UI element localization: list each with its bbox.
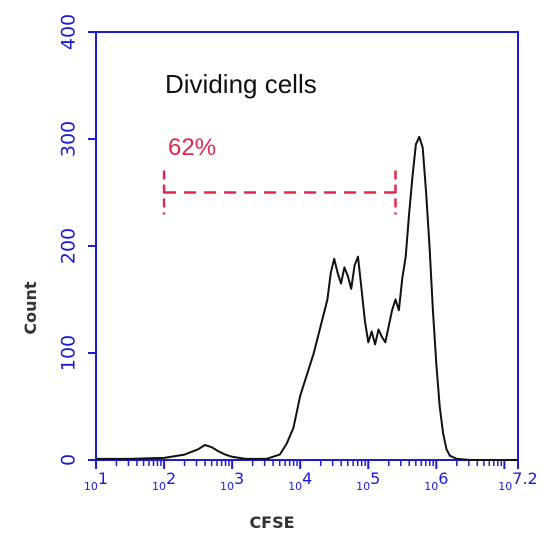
x-tick-label: 106 [424, 469, 448, 493]
y-tick-label: 200 [58, 228, 80, 264]
x-tick-label: 105 [356, 469, 380, 493]
y-tick-label: 300 [58, 121, 80, 157]
x-axis-label: CFSE [249, 513, 294, 532]
gate-percentage-label: 62% [168, 134, 216, 161]
y-tick-label: 100 [58, 335, 80, 371]
gate-marker [162, 170, 397, 215]
x-tick-label: 102 [152, 469, 176, 493]
histogram-line [96, 135, 518, 461]
y-axis-ticks: 0 100 200 300 400 [58, 14, 96, 466]
x-tick-label: 104 [288, 469, 312, 493]
y-tick-label: 0 [58, 454, 80, 466]
y-tick-label: 400 [58, 14, 80, 50]
x-tick-label: 101 [84, 469, 108, 493]
x-tick-label: 107.2 [498, 469, 537, 493]
y-axis-label: Count [21, 281, 40, 335]
x-axis-ticks: 101 102 103 104 105 106 107.2 [84, 460, 538, 493]
dividing-cells-annotation: Dividing cells [165, 69, 317, 99]
x-tick-label: 103 [220, 469, 244, 493]
